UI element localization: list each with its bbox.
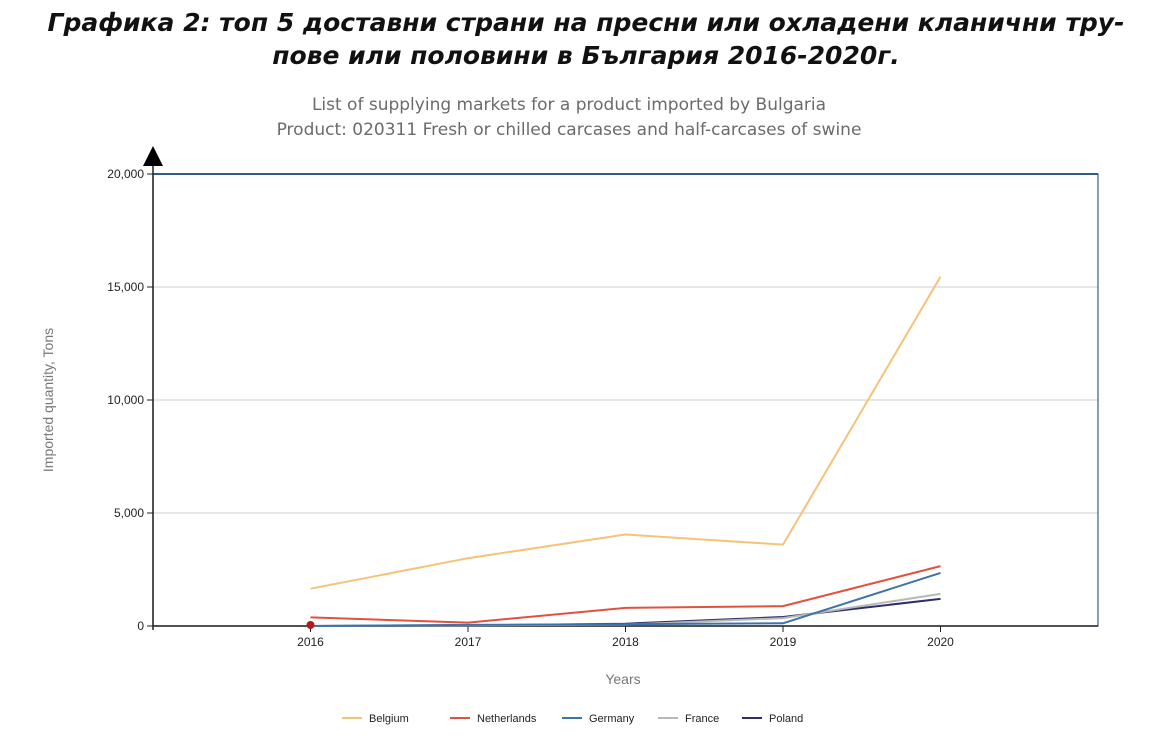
- chart-title: List of supplying markets for a product …: [312, 95, 826, 115]
- series-line-netherlands: [310, 565, 941, 624]
- series-line-belgium: [310, 276, 942, 590]
- y-tick-label: 15,000: [107, 280, 144, 294]
- y-tick-label: 20,000: [107, 167, 144, 181]
- legend-label-germany: Germany: [589, 713, 635, 725]
- y-tick-label: 10,000: [107, 393, 144, 407]
- series-lines: [306, 276, 942, 629]
- legend-label-netherlands: Netherlands: [477, 713, 537, 725]
- legend: Belgium Netherlands Germany France Poland: [342, 713, 803, 725]
- x-tick-label: 2019: [770, 635, 797, 649]
- y-axis-ticks: 0 5,000 10,000 15,000 20,000: [107, 167, 153, 633]
- gridlines: [153, 286, 1098, 514]
- chart-subtitle: Product: 020311 Fresh or chilled carcase…: [277, 120, 862, 140]
- y-axis-label: Imported quantity, Tons: [40, 328, 56, 472]
- x-tick-label: 2020: [927, 635, 954, 649]
- x-axis-label: Years: [605, 671, 640, 687]
- x-tick-label: 2017: [455, 635, 482, 649]
- y-axis-arrow-icon: [143, 146, 163, 166]
- x-tick-label: 2016: [297, 635, 324, 649]
- figure-caption-line-1: Графика 2: топ 5 доставни страни на прес…: [47, 8, 1125, 37]
- y-tick-label: 0: [137, 619, 144, 633]
- figure-caption: Графика 2: топ 5 доставни страни на прес…: [0, 6, 1172, 72]
- series-line-germany: [310, 571, 941, 627]
- legend-label-belgium: Belgium: [369, 713, 409, 725]
- legend-label-poland: Poland: [769, 713, 803, 725]
- figure-caption-line-2: пове или половини в България 2016-2020г.: [272, 41, 900, 70]
- y-tick-label: 5,000: [114, 506, 144, 520]
- marker-point: [306, 621, 315, 629]
- x-tick-label: 2018: [612, 635, 639, 649]
- legend-label-france: France: [685, 713, 719, 725]
- x-axis-ticks: 2016 2017 2018 2019 2020: [297, 626, 954, 649]
